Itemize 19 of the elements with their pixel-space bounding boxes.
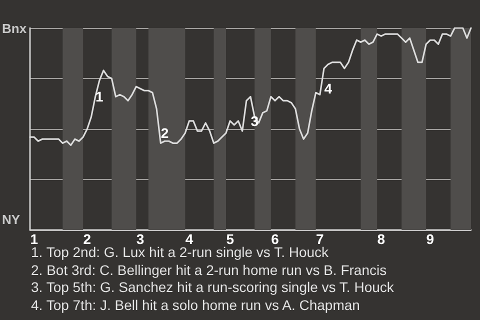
text: Bnx: [2, 21, 27, 36]
annotation: 3: [250, 112, 259, 129]
x-tick-label: 1: [30, 231, 38, 247]
text: 2. Bot 3rd: C. Bellinger hit a 2-run home run vs B. Francis: [31, 262, 388, 280]
annotation: 1: [96, 88, 104, 105]
text: NY: [2, 212, 20, 227]
x-tick-label: 9: [426, 231, 434, 247]
x-tick-label: 2: [83, 231, 92, 247]
x-tick-label: 4: [185, 231, 194, 247]
text: 4. Top 7th: J. Bell hit a solo home run vs A. Chapman: [31, 296, 361, 314]
x-tick-label: 7: [316, 231, 324, 247]
x-tick-label: 6: [271, 231, 280, 247]
annotation: 4: [324, 80, 332, 97]
annotation: 2: [160, 125, 169, 142]
x-tick-label: 3: [136, 231, 144, 247]
text: 1. Top 2nd: G. Lux hit a 2-run single vs T. Houck: [31, 244, 329, 260]
text: 3. Top 5th: G. Sanchez hit a run-scoring single vs T. Houck: [31, 279, 394, 297]
x-tick-label: 8: [377, 231, 386, 247]
x-tick-label: 5: [226, 231, 234, 247]
